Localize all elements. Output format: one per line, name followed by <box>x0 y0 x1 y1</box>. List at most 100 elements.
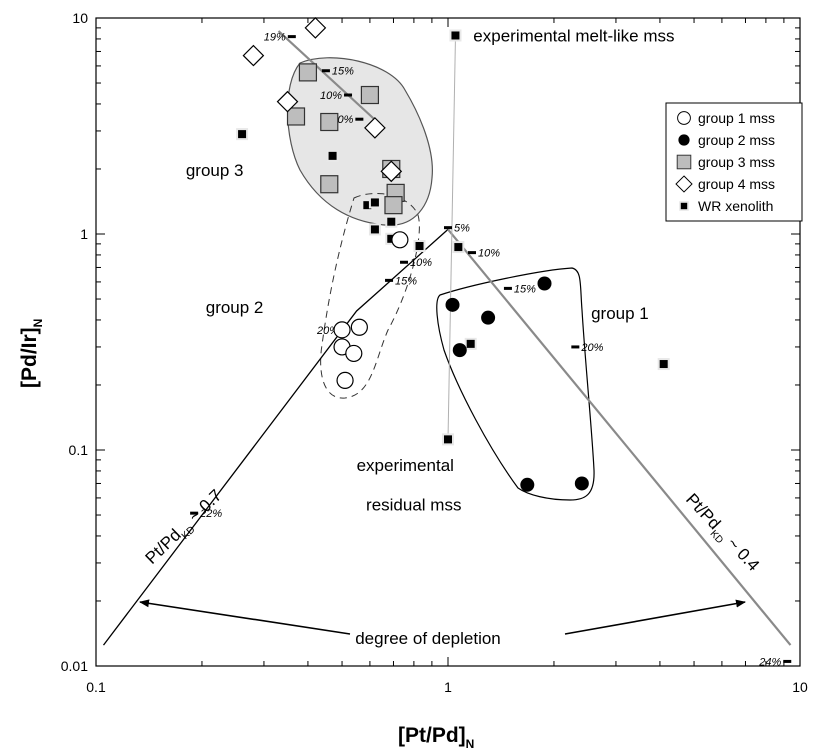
legend-marker <box>676 154 692 170</box>
y-axis-title-sub: N <box>31 319 45 328</box>
marker-core <box>387 217 396 226</box>
percent-tick <box>468 251 477 255</box>
legend-symbol <box>675 175 693 193</box>
marker-core <box>415 241 424 250</box>
data-point <box>350 318 368 336</box>
percent-mark: 15% <box>321 66 354 78</box>
data-point <box>391 231 409 249</box>
percent-tick <box>321 69 330 73</box>
percent-mark: 24% <box>758 656 792 668</box>
data-point <box>304 17 327 39</box>
marker-core <box>370 225 379 234</box>
annotation: group 1 <box>591 304 649 323</box>
annotation: experimental melt-like mss <box>473 26 674 45</box>
legend-symbol <box>679 201 689 211</box>
percent-marks: 19% 15% 10% 0% 5% 10% 15% 20% 22% 10% 15% 20% 24% <box>190 32 792 668</box>
legend-item: group 1 mss <box>677 110 775 126</box>
percent-tick <box>400 260 409 264</box>
percent-label: 22% <box>199 508 222 520</box>
data-point <box>380 160 403 183</box>
data-point <box>242 44 265 67</box>
data-point <box>345 344 363 363</box>
legend-marker <box>675 175 693 193</box>
axes: 0.1 1 10 0.01 0.1 1 10 <box>61 10 808 695</box>
series-group-4-mss <box>242 17 403 183</box>
trend-label-right: Pt/PdKD ~ 0.4 <box>679 490 763 578</box>
data-point <box>320 175 339 194</box>
data-point <box>481 310 496 325</box>
series-group-1-mss <box>333 231 409 390</box>
x-axis-title: [Pt/Pd]N <box>398 724 474 749</box>
data-point <box>333 321 351 339</box>
depletion-arrow-right <box>564 599 746 635</box>
percent-label: 15% <box>395 275 417 287</box>
percent-label: 10% <box>478 248 500 260</box>
legend-item: group 2 mss <box>678 132 775 148</box>
y-axis-title-main: [Pd/Ir] <box>18 327 41 388</box>
percent-mark: 10% <box>400 257 432 269</box>
marker-core <box>659 360 668 369</box>
percent-label: 5% <box>454 223 470 235</box>
data-point <box>368 196 381 209</box>
percent-mark: 19% <box>264 32 296 44</box>
data-point <box>336 371 354 390</box>
data-point <box>537 276 552 291</box>
y-tick-label: 0.1 <box>69 442 89 458</box>
data-point <box>413 239 426 252</box>
x-tick-label: 0.1 <box>86 679 106 695</box>
percent-mark: 15% <box>503 283 536 295</box>
data-point <box>364 117 386 139</box>
data-points <box>236 17 670 492</box>
legend-item: group 3 mss <box>676 154 775 170</box>
trend-line-2 <box>277 30 379 123</box>
legend-label: group 2 mss <box>698 132 775 148</box>
data-point <box>442 433 454 446</box>
data-point <box>452 241 465 254</box>
percent-mark: 10% <box>320 90 353 102</box>
trend-label-right-main: Pt/Pd <box>682 490 724 533</box>
annotation: group 2 <box>206 298 264 317</box>
percent-label: 15% <box>332 66 354 78</box>
data-point <box>385 215 398 228</box>
marker-core <box>454 243 463 252</box>
data-point <box>236 128 249 141</box>
data-point <box>449 29 462 42</box>
percent-tick <box>287 35 296 39</box>
data-point <box>286 107 306 126</box>
group-1-field <box>436 267 595 501</box>
series-group-2-mss <box>445 276 589 492</box>
marker-core <box>370 198 379 207</box>
percent-tick <box>571 345 580 349</box>
percent-label: 10% <box>320 90 342 102</box>
annotations: experimental melt-like mss group 3 group 2… <box>186 26 675 651</box>
data-point <box>452 343 467 358</box>
y-axis-title: [Pd/Ir]N <box>18 319 45 388</box>
legend-item: group 4 mss <box>675 175 775 193</box>
marker-core <box>363 201 372 210</box>
percent-tick <box>385 278 394 282</box>
data-point <box>384 196 403 215</box>
data-point <box>657 358 670 371</box>
legend-symbol <box>677 111 691 125</box>
y-tick-label: 0.01 <box>61 658 88 674</box>
x-tick-label: 1 <box>444 679 452 695</box>
legend-symbol <box>678 134 690 146</box>
legend-label: group 3 mss <box>698 154 775 170</box>
percent-label: 20% <box>316 325 339 337</box>
group-2-field <box>320 193 420 399</box>
data-point <box>464 337 477 350</box>
data-point <box>320 112 339 132</box>
percent-mark: 0% <box>337 114 364 126</box>
percent-label: 20% <box>580 342 603 354</box>
x-axis-title-main: [Pt/Pd] <box>398 724 466 747</box>
legend-label: group 4 mss <box>698 176 775 192</box>
x-axis-title-sub: N <box>466 737 475 749</box>
group-3-field <box>287 57 433 226</box>
data-point <box>360 85 380 105</box>
percent-tick <box>344 93 353 97</box>
data-point <box>574 476 589 491</box>
trend-lines <box>102 30 792 646</box>
percent-tick <box>190 511 199 515</box>
data-point <box>326 149 339 162</box>
percent-mark: 22% <box>190 508 222 520</box>
